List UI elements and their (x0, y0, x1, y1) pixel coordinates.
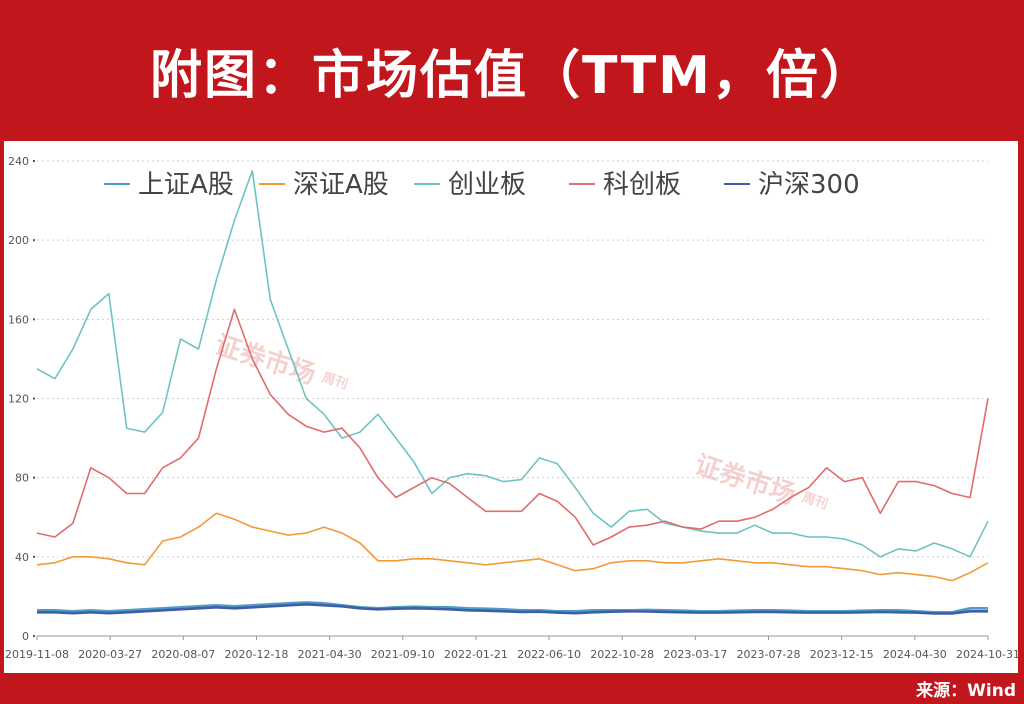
x-tick-label: 2023-07-28 (737, 648, 801, 661)
legend: 上证A股 深证A股 创业板 科创板 沪深300 (104, 170, 860, 200)
legend-label: 创业板 (448, 170, 526, 200)
chart-title: 附图：市场估值（TTM，倍） (150, 45, 874, 106)
legend-label: 深证A股 (293, 170, 389, 200)
y-tick-label: 0 (22, 630, 29, 643)
title-bar: 附图：市场估值（TTM，倍） (0, 0, 1024, 140)
x-tick-label: 2021-09-10 (371, 648, 435, 661)
watermark-logo: 证券市场 周刊 (211, 329, 350, 393)
x-tick-label: 2023-12-15 (810, 648, 874, 661)
y-tick-label: 40 (15, 551, 29, 564)
x-tick-label: 2022-01-21 (444, 648, 508, 661)
series-line-创业板 (36, 170, 989, 558)
x-tick-label: 2023-03-17 (663, 648, 727, 661)
series-line-深证A股 (36, 512, 989, 582)
grid-lines (37, 160, 988, 637)
y-tick-mark (33, 318, 35, 321)
x-tick-label: 2024-10-31 (956, 648, 1018, 661)
y-tick-mark (33, 397, 35, 400)
y-tick-mark (33, 635, 35, 637)
x-tick-label: 2020-03-27 (78, 648, 142, 661)
x-tick-label: 2019-11-08 (5, 648, 69, 661)
y-tick-label: 120 (8, 393, 29, 406)
chart-panel: 0 40 80 120 160 200 240 2019-11-08 2020-03-27 20… (4, 141, 1020, 673)
series-lines (36, 170, 989, 615)
watermark-side-text: 周刊 (800, 490, 829, 512)
y-tick-label: 200 (8, 234, 29, 247)
x-tick-label: 2021-04-30 (298, 648, 362, 661)
series-line-沪深300 (37, 602, 988, 615)
watermark-side-text: 周刊 (320, 370, 349, 392)
legend-label: 科创板 (603, 170, 681, 200)
y-axis: 0 40 80 120 160 200 240 (8, 155, 35, 643)
y-tick-mark (33, 160, 35, 162)
y-tick-mark (33, 555, 35, 558)
x-tick-label: 2022-10-28 (590, 648, 654, 661)
x-tick-label: 2024-04-30 (883, 648, 947, 661)
series-line-科创板 (36, 308, 989, 546)
source-note: 来源：Wind (916, 681, 1016, 701)
y-tick-mark (33, 239, 35, 242)
x-tick-label: 2022-06-10 (517, 648, 581, 661)
legend-label: 上证A股 (138, 170, 234, 200)
legend-label: 沪深300 (758, 170, 860, 200)
watermark-text: 证券市场 (211, 329, 320, 391)
x-tick-label: 2020-12-18 (224, 648, 288, 661)
watermark-text: 证券市场 (691, 449, 800, 511)
y-tick-label: 160 (8, 313, 29, 326)
y-tick-label: 240 (8, 155, 29, 168)
y-tick-mark (33, 476, 35, 479)
series-line-上证A股 (37, 601, 988, 614)
x-axis: 2019-11-08 2020-03-27 2020-08-07 2020-12-18… (5, 636, 1020, 661)
x-tick-label: 2020-08-07 (151, 648, 215, 661)
y-tick-label: 80 (15, 472, 29, 485)
